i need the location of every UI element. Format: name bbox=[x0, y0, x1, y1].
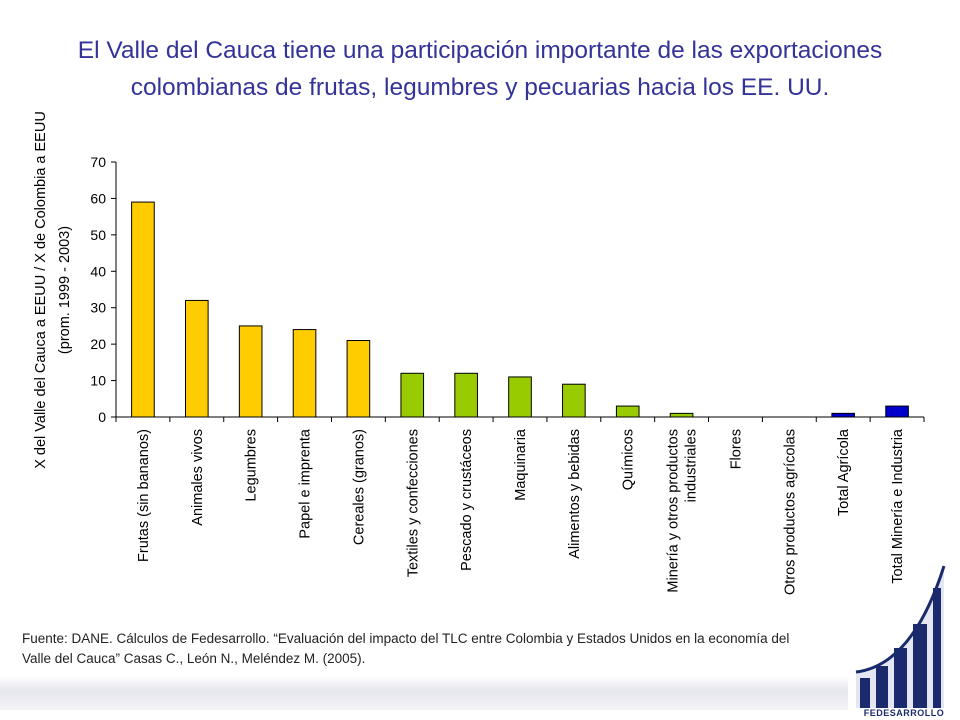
bar bbox=[669, 412, 694, 418]
bar bbox=[292, 329, 317, 418]
x-tick-label: Papel e imprenta bbox=[298, 428, 314, 539]
y-tick-label: 70 bbox=[90, 154, 106, 170]
y-tick-label: 60 bbox=[90, 190, 106, 206]
x-tick-label: Textiles y confecciones bbox=[405, 429, 421, 577]
bar bbox=[400, 372, 425, 418]
x-tick-label: Cereales (granos) bbox=[351, 429, 367, 545]
bar bbox=[508, 376, 532, 418]
footer-band bbox=[0, 676, 848, 710]
bar bbox=[615, 405, 640, 418]
y-tick-label: 50 bbox=[90, 227, 106, 243]
x-tick-label: Total Agrícola bbox=[836, 428, 852, 516]
y-axis: 0 10 20 30 40 50 60 70 bbox=[90, 154, 117, 425]
bar bbox=[131, 201, 155, 418]
x-tick-label: Animales vivos bbox=[190, 429, 206, 526]
bar bbox=[184, 299, 209, 418]
bar bbox=[346, 340, 371, 418]
y-tick-label: 20 bbox=[90, 336, 106, 352]
y-tick-label: 40 bbox=[90, 263, 106, 279]
source-note: Fuente: DANE. Cálculos de Fedesarrollo. … bbox=[22, 631, 790, 666]
x-tick-label: Minería y otros productos industriales bbox=[666, 429, 700, 593]
y-axis-label-line2: (prom. 1999 - 2003) bbox=[57, 226, 73, 354]
x-axis bbox=[115, 416, 925, 422]
bar bbox=[885, 405, 909, 418]
y-tick-label: 10 bbox=[90, 373, 106, 389]
logo-text: FEDESARROLLO bbox=[863, 708, 945, 718]
fedesarrollo-logo-icon: FEDESARROLLO bbox=[848, 560, 960, 720]
logo-graphic bbox=[855, 565, 946, 708]
x-tick-label: Frutas (sin bananos) bbox=[136, 429, 152, 562]
x-tick-label: Pescado y crustáceos bbox=[459, 429, 475, 571]
x-tick-label: Legumbres bbox=[244, 429, 260, 502]
x-tick-label: Maquinaria bbox=[513, 428, 529, 501]
bar bbox=[454, 372, 478, 418]
y-tick-label: 0 bbox=[98, 409, 106, 425]
x-tick-labels: Frutas (sin bananos) Animales vivos Legumb… bbox=[136, 428, 906, 595]
y-axis-label: X del Valle del Cauca a EEUU / X de Colo… bbox=[33, 111, 73, 469]
x-tick-label: Alimentos y bebidas bbox=[567, 429, 583, 559]
bar bbox=[238, 325, 263, 418]
bar-chart: X del Valle del Cauca a EEUU / X de Colo… bbox=[33, 111, 925, 595]
bar bbox=[831, 412, 856, 418]
y-tick-label: 30 bbox=[90, 300, 106, 316]
bar bbox=[562, 383, 586, 418]
x-tick-label: Total Minería e Industria bbox=[890, 428, 906, 584]
x-tick-label: Flores bbox=[729, 429, 745, 469]
y-axis-label-line1: X del Valle del Cauca a EEUU / X de Colo… bbox=[33, 111, 49, 469]
slide-title: El Valle del Cauca tiene una participaci… bbox=[77, 37, 883, 101]
bars bbox=[131, 201, 909, 418]
x-tick-label: Otros productos agrícolas bbox=[782, 429, 798, 595]
x-tick-label: Químicos bbox=[621, 429, 637, 490]
